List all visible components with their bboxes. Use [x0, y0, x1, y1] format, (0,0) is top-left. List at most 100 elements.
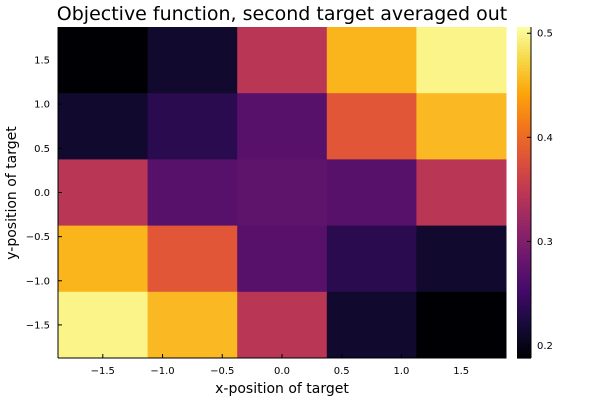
y-tick-label: 1.5 — [34, 56, 50, 67]
colorbar-segment — [517, 49, 531, 53]
colorbar-segment — [517, 93, 531, 97]
heatmap-cell-r1-c3 — [326, 93, 417, 160]
colorbar-segment — [517, 43, 531, 47]
colorbar-segment — [517, 283, 531, 287]
colorbar-segment — [517, 239, 531, 243]
heatmap-cells — [58, 27, 507, 359]
colorbar-segment — [517, 134, 531, 138]
colorbar-segment — [517, 297, 531, 301]
y-tick-label: 0.0 — [34, 188, 50, 199]
colorbar-segment — [517, 123, 531, 127]
colorbar-segment — [517, 217, 531, 221]
colorbar-segment — [517, 327, 531, 332]
colorbar-segment — [517, 38, 531, 42]
colorbar-segment — [517, 280, 531, 285]
colorbar-segment — [517, 84, 531, 89]
colorbar-segment — [517, 302, 531, 307]
heatmap-cell-r2-c3 — [326, 159, 417, 227]
heatmap-cell-r4-c1 — [147, 291, 238, 359]
colorbar-segment — [517, 87, 531, 92]
colorbar-segment — [517, 338, 531, 343]
colorbar-segment — [517, 137, 531, 141]
colorbar-segment — [517, 106, 531, 111]
colorbar-segment — [517, 313, 531, 318]
heatmap-cell-r3-c4 — [416, 225, 507, 293]
colorbar-segment — [517, 82, 531, 86]
colorbar-segment — [517, 140, 531, 144]
colorbar-segment — [517, 27, 531, 31]
heatmap-cell-r2-c4 — [416, 159, 507, 227]
colorbar-segment — [517, 200, 531, 205]
colorbar-segment — [517, 250, 531, 254]
colorbar-segment — [517, 142, 531, 147]
heatmap-cell-r0-c4 — [416, 27, 507, 94]
x-axis: −1.5 −1.0 −0.5 0.0 0.5 1.0 1.5 — [58, 354, 506, 377]
x-tick-label: −0.5 — [210, 366, 234, 377]
heatmap-cell-r4-c3 — [326, 291, 417, 359]
heatmap-cell-r3-c2 — [237, 225, 328, 293]
colorbar-segment — [517, 289, 531, 293]
colorbar-segment — [517, 175, 531, 180]
heatmap-cell-r4-c0 — [58, 291, 149, 359]
colorbar-tick-label: 0.4 — [537, 133, 553, 144]
colorbar-segment — [517, 129, 531, 133]
colorbar-segment — [517, 60, 531, 64]
colorbar-segment — [517, 189, 531, 194]
heatmap-cell-r2-c1 — [147, 159, 238, 227]
colorbar-segment — [517, 278, 531, 282]
colorbar-segment — [517, 109, 531, 114]
colorbar-segment — [517, 173, 531, 177]
colorbar-segment — [517, 195, 531, 199]
colorbar-segment — [517, 181, 531, 185]
colorbar-segment — [517, 269, 531, 274]
colorbar-segment — [517, 258, 531, 263]
colorbar-segment — [517, 349, 531, 354]
colorbar-segment — [517, 335, 531, 340]
colorbar-segment — [517, 112, 531, 116]
colorbar-segment — [517, 231, 531, 235]
colorbar-segment — [517, 159, 531, 163]
colorbar-segment — [517, 308, 531, 312]
colorbar-segment — [517, 211, 531, 216]
colorbar-segment — [517, 341, 531, 345]
colorbar-segment — [517, 198, 531, 202]
x-tick-label: 1.0 — [394, 366, 410, 377]
colorbar-segment — [517, 40, 531, 45]
colorbar-segment — [517, 162, 531, 166]
colorbar-segment — [517, 192, 531, 196]
colorbar-tick-label: 0.3 — [537, 237, 553, 248]
heatmap-cell-r0-c1 — [147, 27, 238, 94]
colorbar-tick-label: 0.5 — [537, 29, 553, 40]
colorbar-segment — [517, 286, 531, 290]
colorbar-segment — [517, 153, 531, 158]
colorbar-segment — [517, 355, 531, 359]
heatmap-cell-r0-c3 — [326, 27, 417, 94]
colorbar-segment — [517, 32, 531, 36]
colorbar-segment — [517, 300, 531, 304]
colorbar-segment — [517, 220, 531, 224]
y-tick-label: −1.0 — [26, 276, 50, 287]
colorbar-segment — [517, 118, 531, 122]
heatmap-cell-r1-c0 — [58, 93, 149, 160]
heatmap-cell-r1-c4 — [416, 93, 507, 160]
colorbar-segment — [517, 151, 531, 155]
heatmap-cell-r2-c2 — [237, 159, 328, 227]
y-axis-label: y-position of target — [4, 126, 20, 260]
colorbar-segment — [517, 346, 531, 351]
y-tick-label: 0.5 — [34, 144, 50, 155]
heatmap-cell-r2-c0 — [58, 159, 149, 227]
colorbar-segment — [517, 115, 531, 119]
colorbar-segment — [517, 255, 531, 260]
colorbar-segment — [517, 261, 531, 265]
heatmap-cell-r3-c1 — [147, 225, 238, 293]
colorbar-segment — [517, 65, 531, 69]
colorbar-segment — [517, 51, 531, 56]
x-tick-label: 1.5 — [453, 366, 469, 377]
colorbar-segment — [517, 236, 531, 240]
colorbar-segment — [517, 244, 531, 249]
colorbar-segment — [517, 225, 531, 229]
colorbar-segment — [517, 209, 531, 213]
colorbar-segment — [517, 266, 531, 271]
x-axis-label: x-position of target — [215, 381, 349, 397]
